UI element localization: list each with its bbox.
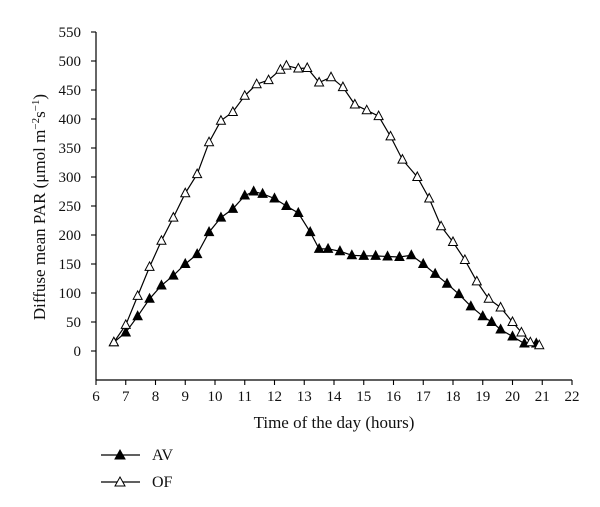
data-point-of <box>205 137 214 146</box>
series-markers-group <box>109 61 543 349</box>
data-point-av <box>324 244 333 253</box>
data-point-of <box>121 320 130 329</box>
x-tick-label: 22 <box>565 389 580 405</box>
x-tick-label: 8 <box>152 389 160 405</box>
x-tick-label: 14 <box>327 389 343 405</box>
x-tick-label: 18 <box>446 389 461 405</box>
data-point-of <box>425 193 434 202</box>
data-point-of <box>398 155 407 164</box>
data-point-of <box>133 291 142 300</box>
x-tick-label: 17 <box>416 389 432 405</box>
data-point-av <box>193 249 202 258</box>
y-axis-title-s: s <box>30 111 49 118</box>
data-point-of <box>157 236 166 245</box>
data-point-of <box>282 61 291 70</box>
data-point-av <box>315 244 324 253</box>
data-point-av <box>306 227 315 236</box>
x-tick-label: 6 <box>92 389 100 405</box>
x-tick-label: 11 <box>238 389 252 405</box>
y-axis-title-exp-m: −2 <box>30 118 42 130</box>
y-tick-label: 350 <box>59 141 82 157</box>
y-tick-label: 550 <box>59 25 82 41</box>
y-tick-label: 50 <box>66 315 81 331</box>
data-point-av <box>383 251 392 259</box>
data-point-av <box>487 317 496 326</box>
data-point-av <box>496 325 505 334</box>
y-tick-label: 0 <box>74 344 82 360</box>
x-tick-label: 19 <box>475 389 490 405</box>
data-point-of <box>374 111 383 120</box>
x-tick-label: 9 <box>182 389 190 405</box>
legend-item-of: OF <box>101 474 173 491</box>
y-axis-title-exp-s: −1 <box>30 100 42 112</box>
data-point-of <box>338 82 347 91</box>
series-line-of <box>114 66 540 346</box>
y-tick-label: 250 <box>59 199 82 215</box>
y-tick-label: 500 <box>59 54 82 70</box>
x-axis-title: Time of the day (hours) <box>254 413 415 432</box>
data-point-av <box>371 251 380 260</box>
y-axis-title-mu: μ <box>30 174 49 183</box>
data-point-av <box>431 269 440 278</box>
x-tick-label: 20 <box>505 389 520 405</box>
legend-item-av: AV <box>101 447 173 464</box>
data-point-av <box>181 259 190 268</box>
y-tick-label: 100 <box>59 286 82 302</box>
x-tick-label: 16 <box>386 389 402 405</box>
data-point-av <box>157 280 166 289</box>
series-line-av <box>114 192 537 344</box>
data-point-av <box>216 213 225 222</box>
y-tick-label: 300 <box>59 170 82 186</box>
data-point-of <box>472 276 481 285</box>
data-point-of <box>362 105 371 114</box>
data-point-of <box>386 131 395 140</box>
x-tick-label: 21 <box>535 389 550 405</box>
data-point-av <box>508 332 517 341</box>
x-tick-label: 13 <box>297 389 312 405</box>
y-axis-title-close: ) <box>30 94 49 100</box>
series-lines-group <box>114 66 540 346</box>
y-axis-title-main: Diffuse mean PAR ( <box>30 182 49 320</box>
data-point-of <box>181 188 190 197</box>
data-point-of <box>496 303 505 312</box>
data-point-av <box>282 201 291 210</box>
data-point-av <box>407 250 416 258</box>
x-tick-label: 12 <box>267 389 282 405</box>
data-point-of <box>303 63 312 72</box>
y-tick-label: 200 <box>59 228 82 244</box>
data-point-av <box>294 208 303 217</box>
legend-label-av: AV <box>152 447 173 464</box>
x-tick-label: 10 <box>208 389 223 405</box>
data-point-of <box>169 213 178 222</box>
data-point-of <box>437 221 446 230</box>
y-tick-label: 400 <box>59 112 82 128</box>
data-point-of <box>145 262 154 271</box>
data-point-of <box>264 75 273 84</box>
x-tick-label: 7 <box>122 389 130 405</box>
y-axis-title: Diffuse mean PAR (μmol m−2s−1) <box>30 94 49 320</box>
data-point-av <box>419 259 428 268</box>
legend: AV OF <box>101 447 173 491</box>
data-point-av <box>249 187 258 196</box>
data-point-av <box>359 251 368 260</box>
y-tick-label: 450 <box>59 83 82 99</box>
data-point-of <box>216 116 225 125</box>
data-point-of <box>193 169 202 178</box>
x-tick-label: 15 <box>356 389 371 405</box>
data-point-av <box>454 289 463 298</box>
data-point-av <box>443 279 452 288</box>
y-axis-title-mol-m: mol m <box>30 130 49 174</box>
data-point-of <box>327 72 336 81</box>
legend-label-of: OF <box>152 474 173 491</box>
data-point-av <box>478 311 487 320</box>
y-tick-label: 150 <box>59 257 82 273</box>
